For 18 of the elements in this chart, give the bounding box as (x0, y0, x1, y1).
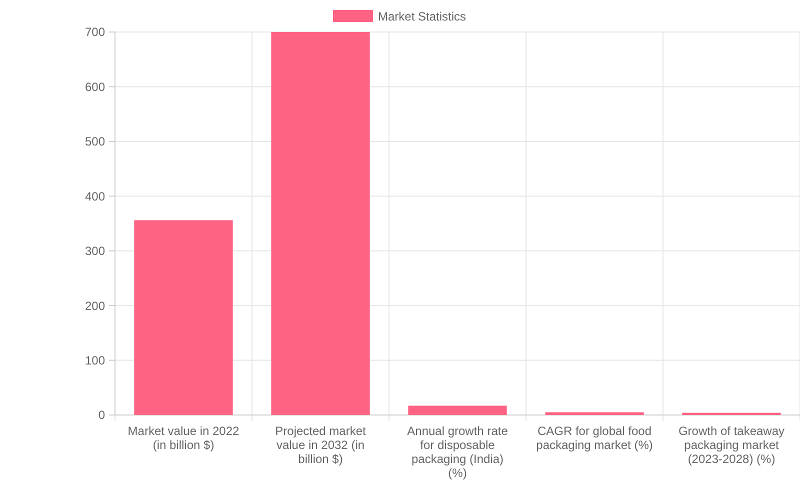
bar (408, 406, 507, 415)
y-tick-label: 500 (84, 134, 106, 149)
y-tick-label: 400 (84, 189, 106, 204)
x-tick-label: CAGR for global food packaging market (%) (536, 424, 653, 452)
x-tick-label: Growth of takeaway packaging market (2023-2028) (%) (678, 424, 785, 466)
y-tick-label: 0 (98, 408, 106, 422)
x-tick-label: Projected market value in 2032 (in billion $) (275, 424, 367, 466)
y-tick-label: 200 (84, 298, 106, 313)
bar (545, 412, 644, 415)
y-tick-label: 700 (84, 25, 106, 40)
legend-label: Market Statistics (378, 10, 466, 24)
x-tick-label: Annual growth rate for disposable packaging (India) (%) (407, 424, 508, 480)
bar (134, 220, 233, 415)
y-tick-label: 100 (84, 353, 106, 368)
y-tick-label: 600 (84, 80, 106, 94)
x-tick-label: Market value in 2022 (in billion $) (128, 424, 240, 452)
y-tick-label: 300 (84, 244, 106, 258)
bar (271, 32, 370, 415)
